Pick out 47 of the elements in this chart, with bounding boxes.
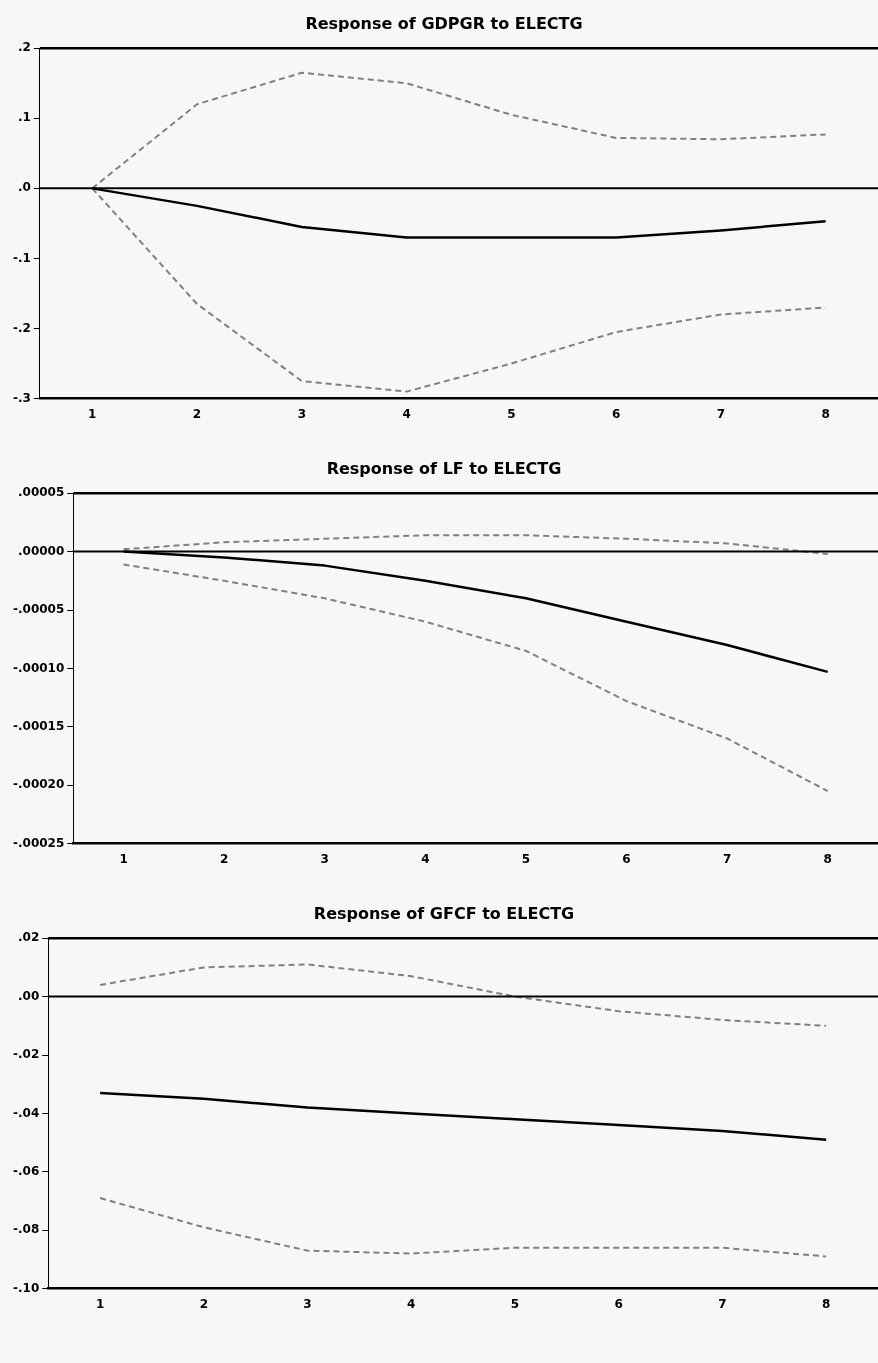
y-tick-label: .0 — [17, 180, 31, 195]
x-tick-label: 4 — [421, 851, 430, 866]
y-tick-label: -.2 — [13, 320, 31, 335]
y-tick-label: -.00005 — [12, 602, 65, 617]
x-tick-label: 2 — [199, 1296, 208, 1311]
y-tick-label: -.00020 — [12, 777, 65, 792]
x-tick-label: 2 — [192, 406, 202, 421]
y-tick-label: -.06 — [12, 1163, 40, 1178]
x-tick-label: 3 — [297, 406, 306, 421]
x-tick-label: 5 — [510, 1296, 520, 1311]
y-tick-label: .00 — [17, 988, 40, 1003]
y-tick-label: -.00015 — [12, 718, 65, 733]
chart-title: Response of LF to ELECTG — [326, 458, 562, 478]
x-tick-label: 6 — [611, 406, 621, 421]
x-tick-label: 1 — [119, 851, 128, 866]
y-tick-label: .2 — [17, 40, 31, 55]
y-tick-label: -.00025 — [12, 835, 65, 850]
x-tick-label: 1 — [88, 406, 97, 421]
y-tick-label: .00000 — [17, 543, 65, 558]
y-tick-label: -.02 — [12, 1047, 40, 1062]
x-tick-label: 5 — [507, 406, 516, 421]
x-tick-label: 6 — [614, 1296, 623, 1311]
chart-title: Response of GDPGR to ELECTG — [305, 13, 583, 33]
x-tick-label: 3 — [320, 851, 329, 866]
y-tick-label: -.00010 — [12, 660, 65, 675]
x-tick-label: 1 — [95, 1296, 105, 1311]
y-tick-label: -.10 — [12, 1280, 40, 1295]
y-tick-label: .1 — [17, 110, 31, 125]
y-tick-label: .02 — [17, 930, 40, 945]
x-tick-label: 6 — [622, 851, 631, 866]
y-tick-label: -.1 — [13, 250, 31, 265]
x-tick-label: 8 — [823, 851, 832, 866]
x-tick-label: 8 — [821, 406, 830, 421]
y-tick-label: -.04 — [12, 1105, 40, 1120]
chart-title: Response of GFCF to ELECTG — [313, 903, 575, 923]
y-tick-label: -.08 — [12, 1222, 40, 1237]
x-tick-label: 4 — [407, 1296, 416, 1311]
x-tick-label: 4 — [402, 406, 411, 421]
y-tick-label: .00005 — [17, 485, 65, 500]
x-tick-label: 3 — [303, 1296, 312, 1311]
x-tick-label: 5 — [521, 851, 531, 866]
x-tick-label: 7 — [722, 851, 732, 866]
x-tick-label: 7 — [718, 1296, 727, 1311]
x-tick-label: 7 — [716, 406, 726, 421]
y-tick-label: -.3 — [13, 390, 31, 405]
x-tick-label: 8 — [821, 1296, 831, 1311]
x-tick-label: 2 — [219, 851, 229, 866]
